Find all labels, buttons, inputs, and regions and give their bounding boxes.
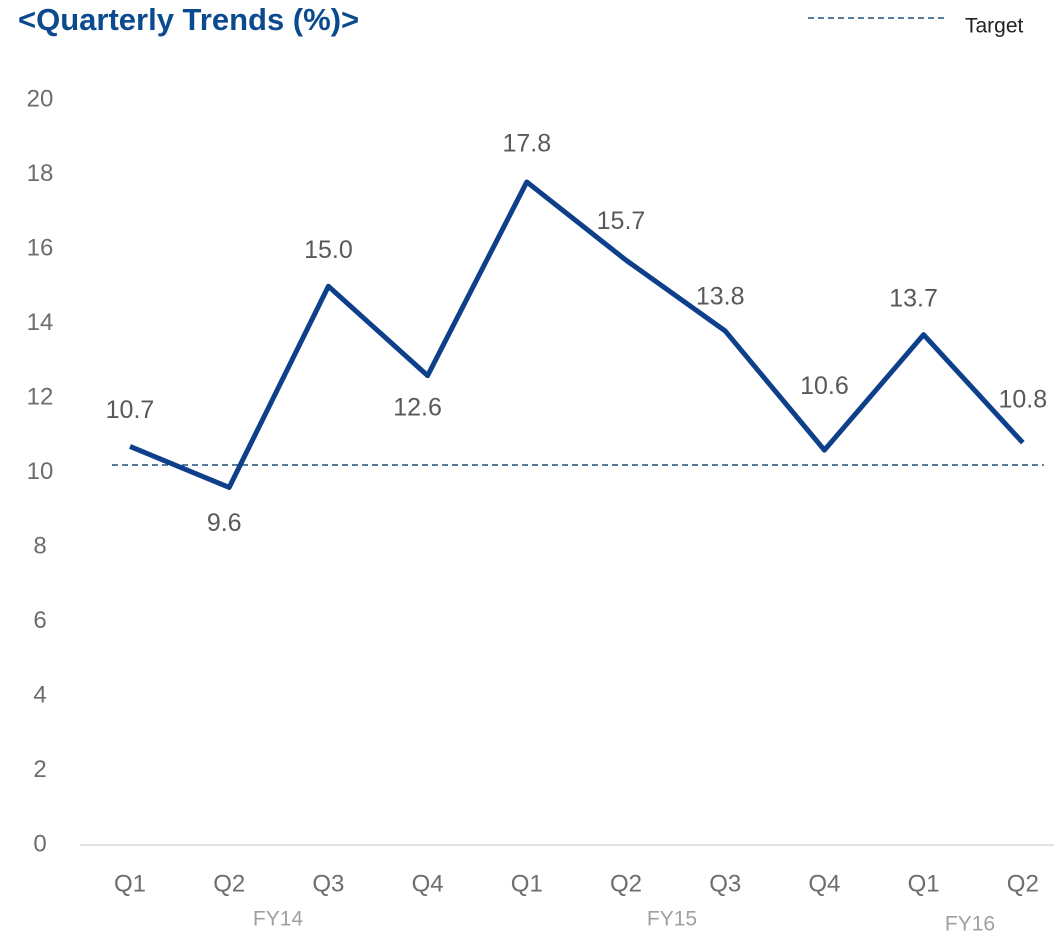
x-tick-label: Q2 [610,870,642,897]
category-group-label: FY14 [253,908,304,931]
y-tick-label: 20 [27,85,54,112]
y-tick-label: 2 [33,756,46,783]
category-group-label: FY15 [647,908,697,931]
x-tick-label: Q1 [908,870,940,897]
y-tick-label: 12 [27,383,54,410]
x-tick-label: Q2 [1007,870,1039,897]
y-tick-label: 8 [33,532,46,559]
y-tick-label: 14 [27,309,54,336]
x-tick-label: Q4 [808,870,840,897]
data-label: 10.6 [800,372,849,400]
y-tick-label: 16 [27,234,54,261]
x-tick-label: Q1 [114,870,146,897]
x-tick-label: Q1 [511,870,543,897]
y-tick-label: 4 [33,681,46,708]
chart-title: <Quarterly Trends (%)> [18,2,359,37]
y-tick-label: 0 [33,830,46,857]
data-label: 10.7 [106,396,155,424]
data-label: 9.6 [207,509,242,537]
data-label: 10.8 [998,385,1047,413]
data-label: 13.8 [696,283,745,311]
data-label: 13.7 [889,284,938,312]
category-group-label: FY16 [945,913,995,933]
y-tick-label: 18 [27,160,54,187]
data-label: 17.8 [502,130,551,158]
y-tick-label: 6 [33,607,46,634]
data-label: 12.6 [393,393,442,421]
legend-label: Target [965,15,1024,38]
data-label: 15.7 [597,207,646,235]
x-tick-label: Q3 [709,870,741,897]
y-tick-label: 10 [27,458,54,485]
data-line [129,179,1025,490]
x-tick-label: Q4 [412,870,444,897]
x-tick-label: Q3 [312,870,344,897]
data-label: 15.0 [304,236,353,264]
x-tick-label: Q2 [213,870,245,897]
